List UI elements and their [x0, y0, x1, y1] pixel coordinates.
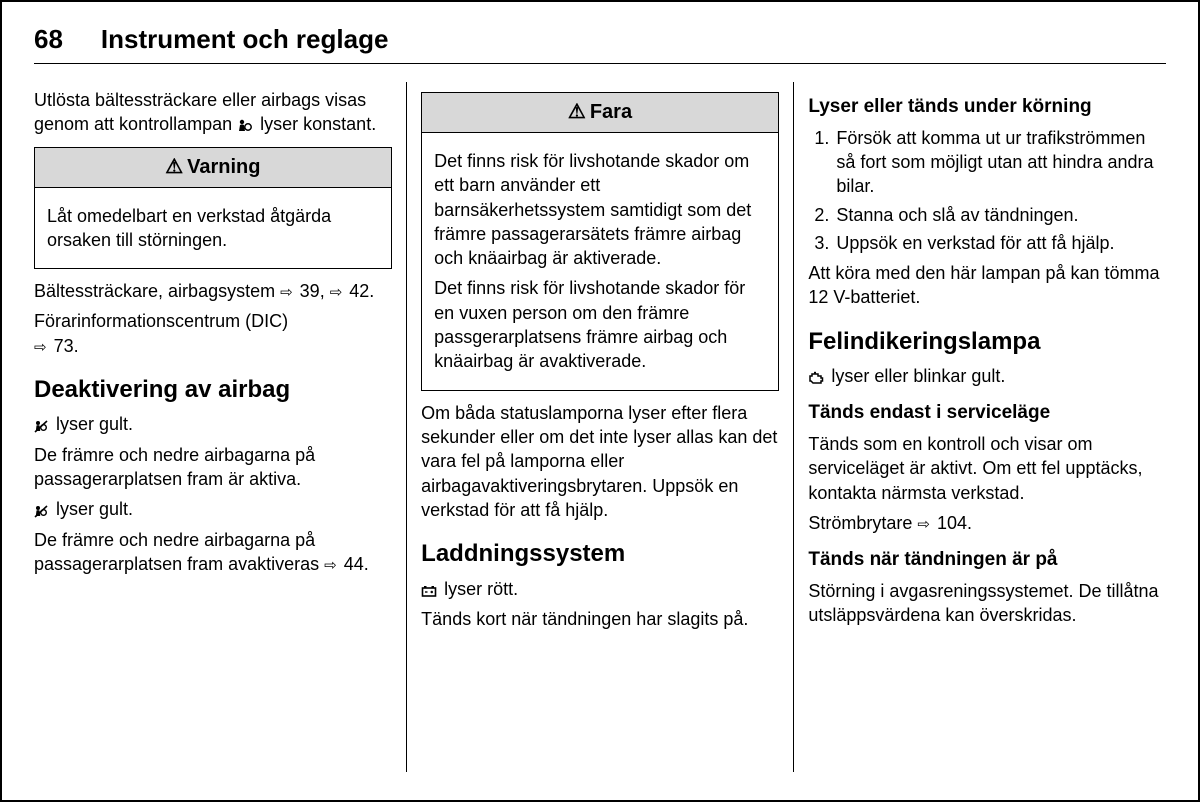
list-item: Försök att komma ut ur trafikströmmen så… [834, 126, 1166, 199]
warning-text: Låt omedelbart en verkstad åtgärda orsak… [47, 204, 379, 253]
danger-title: Fara [422, 93, 778, 133]
intro-paragraph: Utlösta bältessträckare eller airbags vi… [34, 88, 392, 137]
ref-arrow-icon [917, 513, 932, 533]
ref-arrow-icon [330, 281, 345, 301]
danger-text-2: Det finns risk för livshotande skador fö… [434, 276, 766, 373]
airbag-active-text: De främre och nedre airbagarna på passag… [34, 443, 392, 492]
engine-yellow: lyser eller blinkar gult. [808, 364, 1166, 388]
heading-charging-system: Laddningssystem [421, 538, 779, 570]
danger-body: Det finns risk för livshotande skador om… [422, 133, 778, 390]
service-mode-text: Tänds som en kontroll och visar om servi… [808, 432, 1166, 505]
engine-icon [808, 371, 824, 385]
airbag-deactivated-text: De främre och nedre airbagarna på passag… [34, 528, 392, 577]
ref-arrow-icon [280, 281, 295, 301]
ignition-on-text: Tänds kort när tändningen har slagits på… [421, 607, 779, 631]
list-item: Uppsök en verkstad för att få hjälp. [834, 231, 1166, 255]
column-1: Utlösta bältessträckare eller airbags vi… [34, 82, 406, 772]
driving-steps-list: Försök att komma ut ur trafikströmmen så… [808, 126, 1166, 255]
airbag-off-icon [34, 505, 49, 518]
power-switch-ref: Strömbrytare 104. [808, 511, 1166, 535]
heading-airbag-deactivation: Deaktivering av airbag [34, 374, 392, 406]
content-columns: Utlösta bältessträckare eller airbags vi… [34, 82, 1166, 772]
heading-lights-while-driving: Lyser eller tänds under körning [808, 94, 1166, 120]
battery-red: lyser rött. [421, 577, 779, 601]
column-2: Fara Det finns risk för livshotande skad… [407, 82, 793, 772]
chapter-title: Instrument och reglage [101, 24, 389, 55]
airbag-off-yellow-1: lyser gult. [34, 412, 392, 436]
emissions-text: Störning i avgasreningssystemet. De till… [808, 579, 1166, 628]
column-3: Lyser eller tänds under körning Försök a… [794, 82, 1166, 772]
page-header: 68 Instrument och reglage [34, 24, 1166, 64]
danger-box: Fara Det finns risk för livshotande skad… [421, 92, 779, 391]
warning-triangle-icon [568, 101, 590, 123]
warning-body: Låt omedelbart en verkstad åtgärda orsak… [35, 188, 391, 269]
danger-text-1: Det finns risk för livshotande skador om… [434, 149, 766, 270]
ref-arrow-icon [34, 336, 49, 356]
airbag-off-icon [34, 420, 49, 433]
battery-icon [421, 584, 437, 598]
heading-service-mode: Tänds endast i serviceläge [808, 400, 1166, 426]
battery-drain-text: Att köra med den här lampan på kan tömma… [808, 261, 1166, 310]
warning-title: Varning [35, 148, 391, 188]
warning-triangle-icon [165, 156, 187, 178]
ref-dic: Förarinformationscentrum (DIC) 73. [34, 309, 392, 358]
status-lamps-text: Om båda statuslamporna lyser efter flera… [421, 401, 779, 522]
heading-malfunction-lamp: Felindikeringslampa [808, 326, 1166, 358]
airbag-icon [237, 119, 253, 133]
heading-ignition-on: Tänds när tändningen är på [808, 547, 1166, 573]
ref-arrow-icon [324, 554, 339, 574]
list-item: Stanna och slå av tändningen. [834, 203, 1166, 227]
ref-belt-airbag: Bältessträckare, airbagsystem 39, 42. [34, 279, 392, 303]
page-number: 68 [34, 24, 63, 55]
airbag-off-yellow-2: lyser gult. [34, 497, 392, 521]
warning-box: Varning Låt omedelbart en verkstad åtgär… [34, 147, 392, 270]
